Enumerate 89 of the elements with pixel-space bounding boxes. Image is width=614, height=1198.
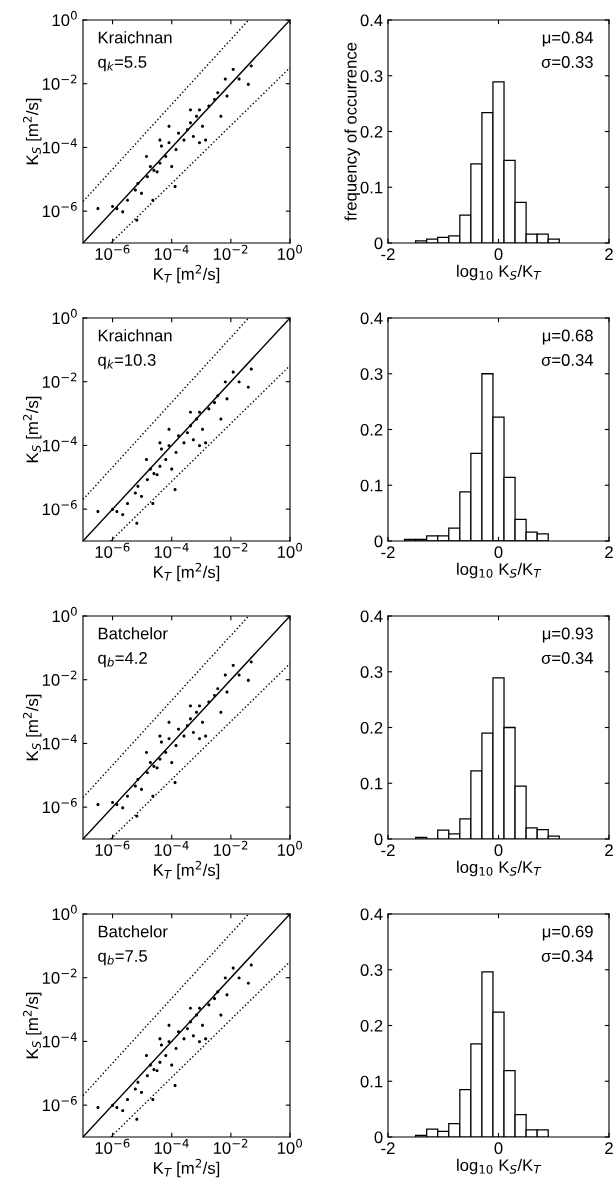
x-axis-title: log$_{10}$ K$_{S}$/K$_{T}$ [457, 264, 542, 281]
x-tick-label: 2 [605, 1142, 613, 1154]
y-tick-label: 10$^{−2}$ [42, 968, 77, 984]
annotation: μ=0.68 [542, 329, 593, 345]
y-tick-label: 10$^{−2}$ [42, 372, 77, 388]
x-tick-label: 10$^{−4}$ [154, 542, 189, 558]
y-axis-title: K$_{S}$ [m$^{2}$/s] [22, 98, 42, 165]
y-tick-label: 0.1 [360, 777, 383, 790]
y-tick-label: 0.4 [360, 312, 383, 325]
y-tick-label: 0.2 [360, 721, 383, 734]
y-tick-label: 0.1 [360, 479, 383, 492]
annotation: σ=0.34 [541, 950, 594, 962]
annotation: Kraichnan [98, 329, 172, 342]
y-tick-label: 10$^{−2}$ [42, 670, 77, 686]
x-tick-label: 10$^{−4}$ [154, 840, 189, 856]
x-axis-title: log$_{10}$ K$_{S}$/K$_{T}$ [457, 562, 542, 579]
x-tick-label: 10$^{−2}$ [213, 840, 248, 856]
y-tick-label: 10$^{0}$ [52, 904, 77, 921]
y-tick-label: 0.4 [360, 14, 383, 27]
x-tick-label: 10$^{0}$ [277, 840, 303, 856]
y-tick-label: 0.2 [360, 125, 383, 138]
x-tick-label: 2 [605, 546, 613, 558]
x-tick-label: 10$^{−2}$ [213, 1138, 248, 1154]
y-tick-label: 0.3 [360, 964, 383, 976]
annotation: σ=0.34 [541, 652, 594, 664]
x-tick-label: 10$^{−6}$ [95, 244, 130, 260]
x-tick-label: 10$^{−2}$ [213, 244, 248, 260]
y-tick-label: 10$^{−6}$ [42, 798, 77, 814]
y-tick-label: 0.3 [360, 70, 383, 82]
x-axis-title: K$_{T}$ [m$^{2}$/s] [154, 860, 220, 880]
y-tick-label: 10$^{0}$ [52, 10, 77, 27]
x-tick-label: 2 [605, 248, 613, 260]
y-tick-label: 0.4 [360, 908, 383, 921]
annotation: q$_{k}$=5.5 [98, 56, 147, 72]
annotation: σ=0.33 [541, 56, 593, 68]
x-tick-label: -2 [381, 546, 395, 558]
x-tick-label: 10$^{−2}$ [213, 542, 248, 558]
y-axis-title: K$_{S}$ [m$^{2}$/s] [22, 396, 42, 463]
x-tick-label: 10$^{−4}$ [154, 244, 189, 260]
y-tick-label: 10$^{0}$ [52, 308, 77, 325]
y-axis-title: K$_{S}$ [m$^{2}$/s] [22, 694, 42, 761]
y-tick-label: 0.2 [360, 1019, 383, 1032]
y-tick-label: 0.3 [360, 666, 383, 678]
x-tick-label: 0 [494, 1142, 503, 1155]
y-tick-label: 0.2 [360, 423, 383, 436]
y-tick-label: 10$^{−2}$ [42, 74, 77, 90]
annotation: q$_{b}$=4.2 [98, 652, 147, 668]
x-tick-label: 10$^{−4}$ [154, 1138, 189, 1154]
y-tick-label: 10$^{−4}$ [42, 1032, 77, 1048]
x-axis-title: K$_{T}$ [m$^{2}$/s] [154, 264, 220, 284]
x-tick-label: 10$^{0}$ [277, 1138, 303, 1154]
y-tick-label: 10$^{−4}$ [42, 138, 77, 154]
y-tick-label: 10$^{−6}$ [42, 202, 77, 218]
annotation: Batchelor [98, 925, 168, 938]
x-tick-label: 2 [605, 844, 613, 856]
x-axis-title: log$_{10}$ K$_{S}$/K$_{T}$ [457, 1158, 542, 1175]
annotation: Batchelor [98, 627, 168, 640]
x-tick-label: 10$^{−6}$ [95, 840, 130, 856]
annotation: μ=0.84 [542, 31, 594, 47]
x-axis-title: K$_{T}$ [m$^{2}$/s] [154, 1158, 220, 1178]
x-tick-label: 0 [494, 248, 503, 261]
x-tick-label: 0 [494, 844, 503, 857]
y-tick-label: 0.1 [360, 1075, 383, 1088]
x-axis-title: K$_{T}$ [m$^{2}$/s] [154, 562, 220, 582]
y-axis-title: K$_{S}$ [m$^{2}$/s] [22, 992, 42, 1059]
x-tick-label: -2 [381, 248, 395, 260]
x-tick-label: -2 [381, 844, 395, 856]
y-tick-label: 0.3 [360, 368, 383, 380]
y-tick-label: 10$^{−6}$ [42, 500, 77, 516]
x-tick-label: 10$^{−6}$ [95, 542, 130, 558]
y-tick-label: 10$^{0}$ [52, 606, 77, 623]
y-tick-label: 10$^{−4}$ [42, 734, 77, 750]
x-tick-label: 10$^{−6}$ [95, 1138, 130, 1154]
y-tick-label: 10$^{−4}$ [42, 436, 77, 452]
x-tick-label: 10$^{0}$ [277, 542, 303, 558]
annotation: q$_{b}$=7.5 [98, 950, 147, 966]
annotation: Kraichnan [98, 31, 172, 44]
y-tick-label: 10$^{−6}$ [42, 1096, 77, 1112]
y-axis-title: frequency of occurrence [344, 42, 360, 221]
annotation: μ=0.69 [542, 925, 593, 941]
y-tick-label: 0.1 [360, 181, 383, 194]
y-tick-label: 0.4 [360, 610, 383, 623]
x-tick-label: 0 [494, 546, 503, 559]
x-tick-label: -2 [381, 1142, 395, 1154]
x-axis-title: log$_{10}$ K$_{S}$/K$_{T}$ [457, 860, 542, 877]
x-tick-label: 10$^{0}$ [277, 244, 303, 260]
annotation: μ=0.93 [542, 627, 593, 643]
annotation: q$_{k}$=10.3 [98, 354, 156, 370]
annotation: σ=0.34 [541, 354, 594, 366]
